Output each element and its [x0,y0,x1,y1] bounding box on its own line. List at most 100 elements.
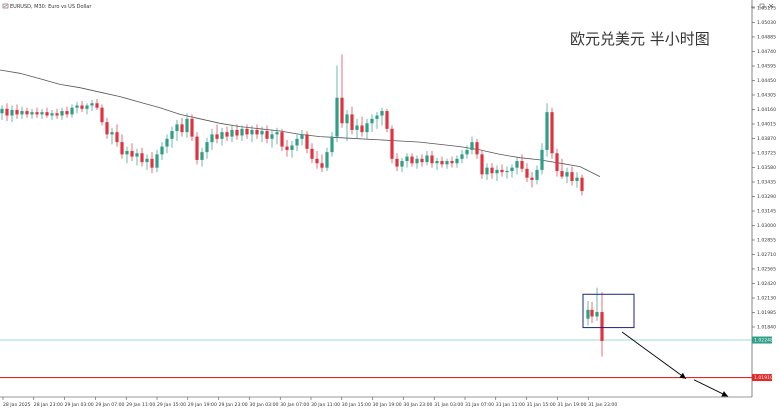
candle-body [195,136,199,160]
candle [290,141,294,158]
time-tick-label: 28 Jan 23:00 [34,402,63,408]
candle-body [595,312,599,317]
candle [305,131,309,154]
candle-body [190,118,194,137]
candle-body [345,114,349,124]
chart-header-text: EURUSD, M30: Euro vs US Dollar [10,4,92,10]
maximize-icon[interactable] [759,3,765,9]
time-tick-label: 29 Jan 03:00 [65,402,94,408]
candle-body [350,114,354,130]
price-tick-label: 1.01840 [757,325,776,331]
candle [125,146,129,164]
candle-body [540,149,544,170]
candle [500,164,504,177]
price-axis: 1.05175 1.05030 1.04885 1.04740 1.04595 1.044… [752,6,776,331]
candle [55,108,59,119]
chart-window-icon [2,3,9,9]
candle-body [550,112,554,154]
candle [250,125,254,143]
candle-body [270,134,274,139]
candle-body [370,118,374,124]
annotations [582,293,729,397]
candle [80,101,84,113]
candle [120,134,124,159]
candle [50,109,54,120]
candle [355,118,359,139]
candle [220,127,224,146]
time-tick-label: 30 Jan 03:00 [249,402,278,408]
candle [395,153,399,172]
candle-body [330,136,334,153]
candle-body [495,169,499,174]
candle [475,138,479,159]
candle [45,107,49,118]
candle [20,106,24,119]
candle [40,108,44,119]
candle [345,109,349,142]
candle [340,54,344,128]
candle-body [250,129,254,135]
candle [575,172,579,188]
candle [200,147,204,167]
candle-body [140,153,144,163]
candle-body [145,158,149,163]
candle [455,155,459,168]
support-price-badge [752,374,772,382]
candle [490,163,494,179]
chart-title: 欧元兑美元 半小时图 [570,30,710,48]
candle-body [50,113,54,116]
candle-body [340,97,344,124]
time-tick-label: 29 Jan 11:00 [126,402,155,408]
candle-body [575,177,579,182]
price-tick-label: 1.03290 [757,194,776,200]
candle [445,158,449,169]
candle [215,124,219,144]
candle [550,107,554,159]
candle-body [155,154,159,168]
candle-body [365,123,369,133]
candle-body [275,132,279,135]
candle [390,125,394,164]
candle-body [435,161,439,164]
candle [335,65,339,143]
candle-body [490,167,494,174]
candle-body [475,142,479,155]
candle [505,166,509,179]
candle [410,153,414,167]
support-price-label: 1.01910 [754,375,773,381]
candle [495,165,499,182]
candle-body [520,161,524,169]
time-tick-label: 29 Jan 15:00 [157,402,186,408]
candle [480,151,484,179]
candle [195,132,199,165]
candle-body [45,112,49,116]
price-tick-label: 1.03870 [757,136,776,142]
candle-body [90,103,94,106]
candle [105,117,109,139]
candle-body [120,142,124,155]
candle [595,287,599,321]
trend-arrow-head [721,391,728,397]
candle-body [325,152,329,168]
candle-body [290,145,294,150]
close-icon[interactable] [768,3,774,9]
price-tick-label: 1.04305 [757,93,776,99]
trend-arrow-line [693,379,729,397]
time-tick-label: 31 Jan 19:00 [557,402,586,408]
candle [325,147,329,172]
candle [485,163,489,180]
candle [545,103,549,157]
candle-body [95,103,99,108]
candle [570,166,574,186]
price-tick-label: 1.03725 [757,151,776,157]
candle [75,102,79,114]
time-tick-label: 30 Jan 23:00 [403,402,432,408]
candle [330,132,334,157]
candle-body [385,111,389,129]
candle-body [375,115,379,119]
candle [380,107,384,126]
candle-body [15,109,19,115]
candle-body [55,113,59,116]
